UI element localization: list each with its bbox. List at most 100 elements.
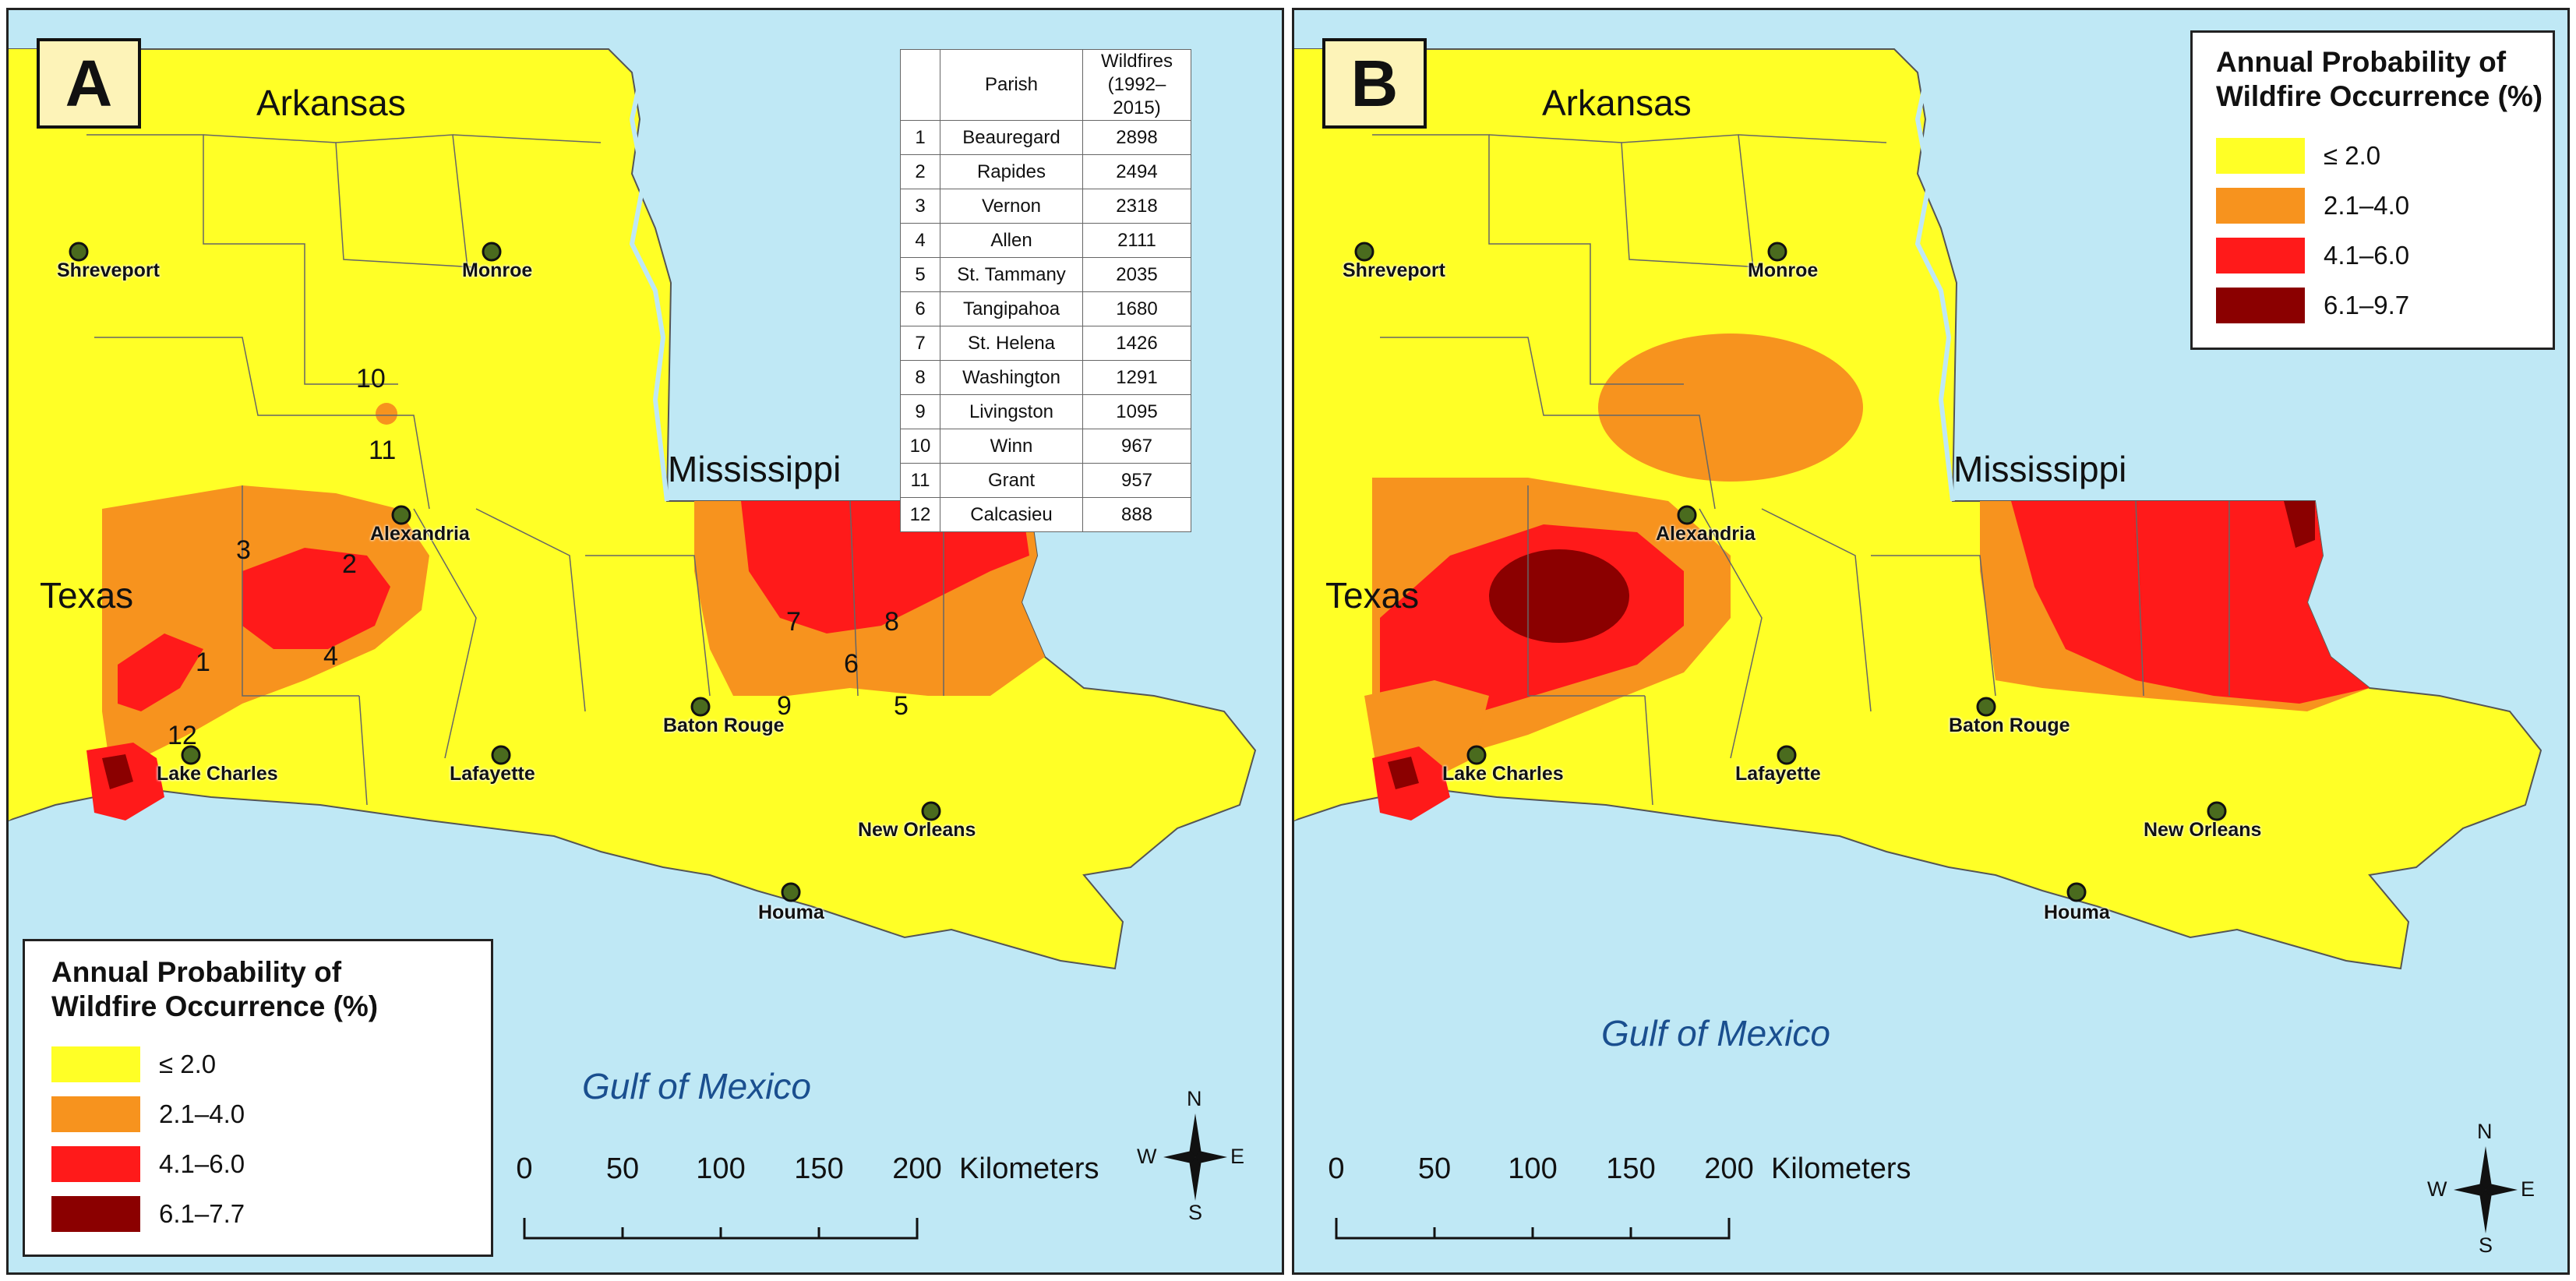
legend-title-line1: Annual Probability of	[51, 956, 342, 988]
legend-row-very-high: 6.1–9.7	[2216, 281, 2553, 330]
table-row: 12 Calcasieu 888	[900, 497, 1191, 532]
scale-tick: 50	[1417, 1152, 1452, 1185]
texas-land	[9, 49, 110, 820]
swatch-moderate	[51, 1096, 140, 1132]
table-body: 1 Beauregard 2898 2 Rapides 2494 3 Vernon 2318 4 A…	[900, 120, 1191, 532]
parish-wildfire-table: Parish Wildfires (1992–2015) 1 Beauregard…	[900, 49, 1191, 532]
city-label: Monroe	[462, 259, 533, 281]
legend-title-line1: Annual Probability of	[2216, 46, 2507, 78]
cell-wildfires: 2111	[1082, 223, 1191, 258]
compass-rose-icon	[2454, 1146, 2518, 1233]
scale-tick: 0	[516, 1152, 533, 1185]
cell-wildfires: 1680	[1082, 291, 1191, 326]
parish-boundaries	[86, 134, 944, 806]
legend-label: 6.1–7.7	[159, 1199, 245, 1228]
cell-rank: 1	[900, 120, 940, 155]
table-row: 7 St. Helena 1426	[900, 326, 1191, 361]
city-marker-icon	[1354, 242, 1374, 262]
table-row: 9 Livingston 1095	[900, 394, 1191, 429]
scale-tick: 0	[1328, 1152, 1345, 1185]
cell-parish: Vernon	[940, 189, 1083, 224]
cell-wildfires: 2494	[1082, 154, 1191, 189]
city-label: Lake Charles	[157, 763, 278, 785]
city-marker-icon	[69, 242, 89, 262]
zone-high-southwest	[118, 633, 203, 711]
city-marker-icon	[181, 745, 201, 765]
legend-row-low: ≤ 2.0	[51, 1039, 491, 1089]
city-label: Shreveport	[57, 259, 160, 281]
louisiana-map-b[interactable]	[1294, 10, 2570, 1275]
legend-row-moderate: 2.1–4.0	[2216, 181, 2553, 231]
cell-parish: Allen	[940, 223, 1083, 258]
city-label: Monroe	[1748, 259, 1819, 281]
legend-label: ≤ 2.0	[2324, 141, 2381, 170]
cell-parish: Tangipahoa	[940, 291, 1083, 326]
table-row: 11 Grant 957	[900, 463, 1191, 498]
mississippi-label: Mississippi	[668, 449, 842, 489]
cell-rank: 10	[900, 429, 940, 464]
zone-very-high-east	[2284, 501, 2315, 548]
city-label: Lafayette	[450, 763, 535, 785]
swatch-moderate	[2216, 188, 2305, 224]
map-number-11: 11	[369, 436, 397, 465]
map-number-8: 8	[884, 607, 899, 637]
header-rank	[900, 49, 940, 121]
scale-tick: 50	[605, 1152, 640, 1185]
header-parish: Parish	[940, 49, 1083, 121]
city-marker-icon	[391, 505, 411, 525]
city-marker-icon	[690, 697, 711, 717]
cell-parish: Washington	[940, 360, 1083, 395]
mississippi-river	[1914, 25, 1955, 502]
city-marker-icon	[781, 882, 801, 902]
cell-rank: 8	[900, 360, 940, 395]
map-number-10: 10	[356, 364, 386, 393]
city-label: Baton Rouge	[663, 715, 785, 736]
compass-n: N	[1187, 1087, 1202, 1110]
table-header-row: Parish Wildfires (1992–2015)	[900, 49, 1191, 121]
legend-row-moderate: 2.1–4.0	[51, 1089, 491, 1139]
cell-rank: 2	[900, 154, 940, 189]
legend-label: 6.1–9.7	[2324, 291, 2410, 319]
map-number-6: 6	[844, 649, 859, 679]
scale-tick: 200	[892, 1152, 942, 1185]
cell-parish: Grant	[940, 463, 1083, 498]
legend-label: ≤ 2.0	[159, 1050, 217, 1078]
compass-w: W	[2427, 1177, 2447, 1201]
scale-line	[1335, 1218, 1731, 1240]
swatch-very-high	[2216, 288, 2305, 323]
legend-label: 4.1–6.0	[2324, 241, 2410, 270]
map-panel-a: A Arkansas Mississippi Texas Gulf of Mex…	[6, 8, 1284, 1275]
scale-unit: Kilometers	[959, 1152, 1099, 1185]
cell-rank: 9	[900, 394, 940, 429]
panel-letter: A	[37, 38, 141, 129]
legend-a: Annual Probability of Wildfire Occurrenc…	[23, 939, 493, 1257]
city-label: Houma	[758, 902, 824, 923]
zone-moderate-north	[1598, 333, 1863, 482]
mississippi-label: Mississippi	[1953, 449, 2127, 489]
cell-rank: 7	[900, 326, 940, 361]
arkansas-label: Arkansas	[256, 83, 406, 123]
cell-wildfires: 2035	[1082, 257, 1191, 292]
cell-parish: Rapides	[940, 154, 1083, 189]
scale-bar-a: 0 50 100 150 200 Kilometers	[507, 1152, 1099, 1262]
compass-s: S	[2479, 1233, 2493, 1257]
city-marker-icon	[1677, 505, 1697, 525]
legend-row-high: 4.1–6.0	[51, 1139, 491, 1189]
map-number-12: 12	[168, 721, 197, 750]
cell-wildfires: 2318	[1082, 189, 1191, 224]
scale-line	[523, 1218, 919, 1240]
cell-parish: St. Helena	[940, 326, 1083, 361]
cell-wildfires: 967	[1082, 429, 1191, 464]
city-marker-icon	[482, 242, 502, 262]
texas-land	[1294, 49, 1396, 820]
city-marker-icon	[2207, 801, 2227, 821]
table-row: 4 Allen 2111	[900, 223, 1191, 258]
compass-e: E	[1230, 1145, 1245, 1168]
city-marker-icon	[1777, 745, 1797, 765]
legend-title-line2: Wildfire Occurrence (%)	[51, 990, 379, 1022]
scale-tick: 150	[1606, 1152, 1656, 1185]
swatch-high	[51, 1146, 140, 1182]
legend-row-low: ≤ 2.0	[2216, 131, 2553, 181]
legend-label: 4.1–6.0	[159, 1149, 245, 1178]
table-row: 3 Vernon 2318	[900, 189, 1191, 224]
